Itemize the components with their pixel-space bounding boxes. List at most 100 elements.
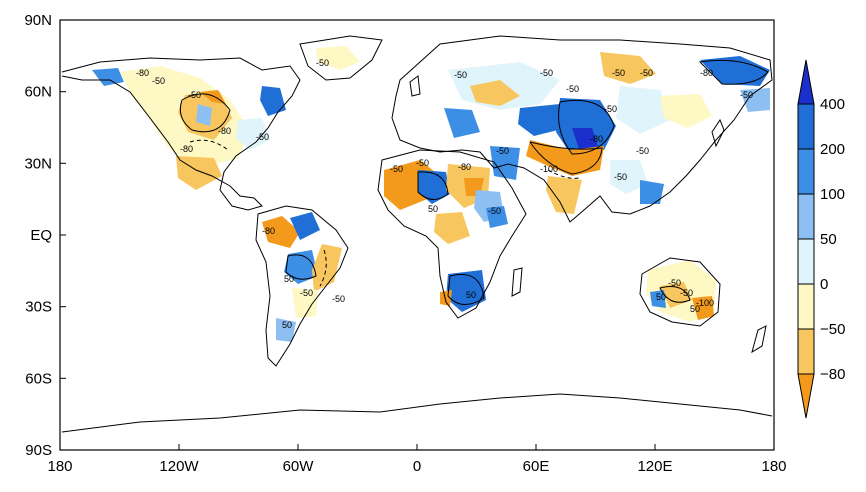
anomaly-region <box>444 108 480 138</box>
anomaly-region <box>556 98 616 156</box>
anomaly-region <box>236 118 270 150</box>
contour-label: -50 <box>454 70 467 80</box>
anomaly-region <box>196 104 212 126</box>
anomaly-region <box>692 296 714 320</box>
anomaly-region <box>572 128 598 152</box>
contour-label: -80 <box>218 126 231 136</box>
contour-label: -50 <box>640 68 653 78</box>
coastline-antarctica <box>61 393 773 433</box>
x-tick-label: 180 <box>761 458 786 475</box>
contour-label: -50 <box>256 132 269 142</box>
anomaly-region <box>700 56 770 86</box>
y-axis: 90N 60N 30N EQ 30S 60S 90S <box>24 12 66 459</box>
anomaly-region <box>600 52 656 84</box>
contour-label: -50 <box>152 76 165 86</box>
contour-label: 50 <box>428 204 438 214</box>
colorbar-swatch <box>797 193 815 240</box>
contour-label: -100 <box>696 298 714 308</box>
map-layer: -80 -50 -50 -80 -50 -50 -80 -80 -50 -50 … <box>61 35 773 433</box>
y-tick-label: 30S <box>25 299 52 316</box>
anomaly-region <box>290 212 320 240</box>
contour-labels: -80 -50 -50 -80 -50 -50 -80 -80 -50 -50 … <box>136 58 753 330</box>
anomaly-region <box>446 270 486 312</box>
anomaly-region <box>200 90 226 104</box>
anomaly-region <box>312 244 342 292</box>
dashed-contours <box>189 139 581 287</box>
colorbar-swatch <box>797 103 815 150</box>
anomaly-region <box>650 290 666 308</box>
contour-label: -50 <box>614 172 627 182</box>
anomaly-region <box>434 212 470 244</box>
contour-label: -50 <box>540 68 553 78</box>
contour-label: -80 <box>136 68 149 78</box>
colorbar-label: 100 <box>820 186 845 203</box>
contour-label: -80 <box>180 144 193 154</box>
anomaly-region <box>284 250 318 284</box>
contour-line <box>285 254 317 280</box>
anomaly-region <box>490 146 520 180</box>
colorbar-top-arrow <box>797 59 815 105</box>
anomaly-region <box>316 46 360 70</box>
contour-line-dashed <box>319 249 327 287</box>
contour-label: -50 <box>680 288 693 298</box>
colorbar-label: −50 <box>820 321 845 338</box>
anomaly-region <box>262 216 300 248</box>
colorbar-swatch <box>797 328 815 375</box>
colorbar-label: −80 <box>820 366 845 383</box>
x-tick-label: 120W <box>159 458 199 475</box>
y-tick-label: 60N <box>24 84 52 101</box>
contour-label: -50 <box>612 68 625 78</box>
anomaly-region <box>660 94 712 128</box>
y-tick-label: EQ <box>30 227 52 244</box>
contour-line <box>698 59 769 85</box>
colorbar-label: 50 <box>820 231 837 248</box>
coastline-south-america <box>255 205 349 367</box>
colorbar-swatch <box>797 238 815 285</box>
x-axis: 180 120W 60W 0 60E 120E 180 <box>47 444 787 475</box>
anomaly-region <box>470 80 520 106</box>
contour-line <box>659 286 691 303</box>
anomaly-region <box>616 86 670 134</box>
contour-label: -80 <box>590 134 603 144</box>
contour-label: -50 <box>390 164 403 174</box>
anomaly-region <box>92 68 124 86</box>
coastline-uk <box>409 75 421 97</box>
contour-label: 50 <box>656 292 666 302</box>
colorbar: 400 200 100 50 0 −50 −80 <box>797 59 845 419</box>
contour-lines <box>179 59 769 305</box>
contour-label: -50 <box>300 288 313 298</box>
contour-line <box>447 273 485 305</box>
anomaly-region <box>546 176 582 214</box>
y-tick-label: 90S <box>25 442 52 459</box>
coastline-north-america <box>61 57 301 211</box>
coastline-japan <box>711 118 725 148</box>
contour-label: -50 <box>316 58 329 68</box>
x-tick-label: 60E <box>523 458 550 475</box>
colorbar-bottom-arrow <box>797 373 815 419</box>
coastline-greenland <box>299 35 383 81</box>
contour-label: -80 <box>262 226 275 236</box>
contour-line-dashed <box>547 169 581 179</box>
x-tick-label: 180 <box>47 458 72 475</box>
anomaly-region <box>610 160 648 194</box>
contour-label: 50 <box>690 304 700 314</box>
anomaly-region <box>260 86 286 116</box>
contour-label: -50 <box>740 90 753 100</box>
contour-label: -50 <box>604 104 617 114</box>
contour-label: -50 <box>636 146 649 156</box>
anomaly-region <box>740 88 770 112</box>
contour-label: -50 <box>416 158 429 168</box>
coastline-new-zealand <box>751 325 767 354</box>
contour-line <box>558 99 615 155</box>
x-tick-label: 60W <box>283 458 315 475</box>
contour-label: -50 <box>332 294 345 304</box>
contour-label: 50 <box>466 290 476 300</box>
colorbar-swatch <box>797 148 815 195</box>
contour-label: -50 <box>668 278 681 288</box>
anomaly-region <box>292 288 318 318</box>
colorbar-swatch <box>797 283 815 330</box>
colorbar-label: 200 <box>820 141 845 158</box>
colorbar-label: 0 <box>820 276 828 293</box>
coastline-madagascar <box>511 267 523 297</box>
